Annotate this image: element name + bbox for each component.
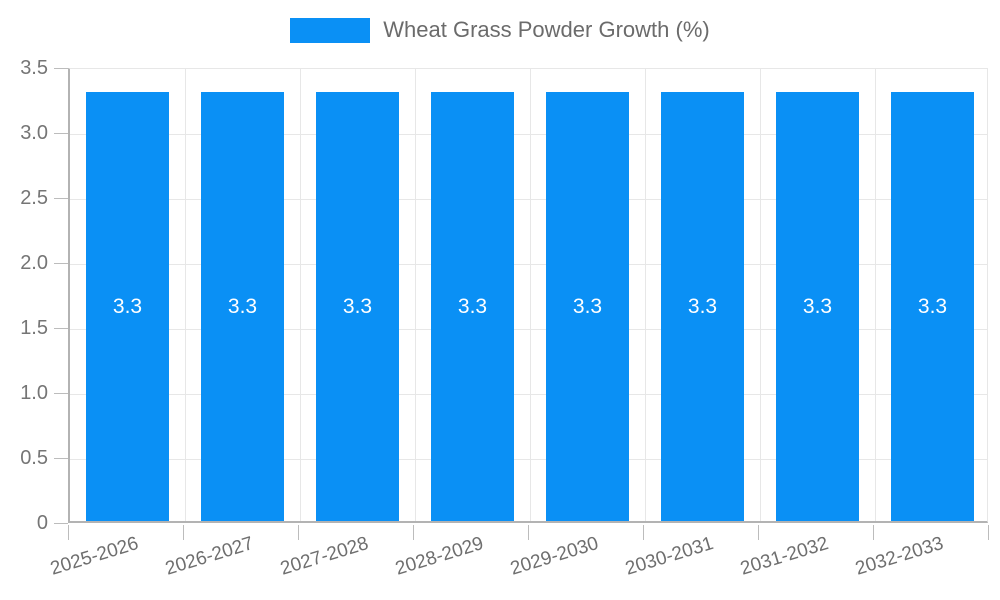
x-axis-label: 2029-2030 — [508, 533, 602, 580]
h-gridline — [70, 459, 987, 460]
y-axis-label: 2.5 — [20, 187, 48, 209]
x-axis-label: 2025-2026 — [48, 533, 142, 580]
y-axis-label: 3.5 — [20, 57, 48, 79]
bar-value-label: 3.3 — [687, 294, 718, 318]
x-axis-tick — [68, 525, 69, 540]
y-axis-label: 3.0 — [20, 122, 48, 144]
x-axis-tick — [298, 525, 299, 540]
y-axis-label: 0 — [36, 512, 48, 534]
x-axis-tick — [413, 525, 414, 540]
bar-value-label: 3.3 — [342, 294, 373, 318]
x-axis-tick — [873, 525, 874, 540]
bar[interactable]: 3.3 — [546, 92, 629, 521]
bar-value-label: 3.3 — [917, 294, 948, 318]
bar[interactable]: 3.3 — [776, 92, 859, 521]
h-gridline — [70, 329, 987, 330]
bar[interactable]: 3.3 — [431, 92, 514, 521]
x-axis-label: 2031-2032 — [738, 533, 832, 580]
x-axis-label: 2028-2029 — [393, 533, 487, 580]
y-axis-tick — [54, 458, 68, 459]
x-axis-label: 2030-2031 — [623, 533, 717, 580]
bar[interactable]: 3.3 — [891, 92, 974, 521]
y-axis-tick — [54, 133, 68, 134]
y-axis-label: 1.5 — [20, 317, 48, 339]
legend[interactable]: Wheat Grass Powder Growth (%) — [0, 17, 1000, 43]
y-axis-tick — [54, 393, 68, 394]
bar[interactable]: 3.3 — [661, 92, 744, 521]
bar[interactable]: 3.3 — [201, 92, 284, 521]
bar[interactable]: 3.3 — [316, 92, 399, 521]
v-gridline — [875, 69, 876, 521]
bar-value-label: 3.3 — [112, 294, 143, 318]
x-axis-tick — [643, 525, 644, 540]
y-axis-tick — [54, 523, 68, 524]
h-gridline — [70, 264, 987, 265]
y-axis-tick — [54, 328, 68, 329]
plot-area: 3.3 3.3 3.3 3.3 3.3 3.3 3.3 3.3 — [68, 68, 988, 523]
legend-label: Wheat Grass Powder Growth (%) — [383, 17, 710, 42]
y-axis-tick — [54, 263, 68, 264]
x-axis-tick — [183, 525, 184, 540]
bar-value-label: 3.3 — [457, 294, 488, 318]
v-gridline — [415, 69, 416, 521]
bar-value-label: 3.3 — [802, 294, 833, 318]
y-axis-label: 2.0 — [20, 252, 48, 274]
y-axis-label: 1.0 — [20, 382, 48, 404]
h-gridline — [70, 134, 987, 135]
legend-swatch-icon — [290, 17, 371, 43]
x-axis-tick — [758, 525, 759, 540]
v-gridline — [760, 69, 761, 521]
x-axis-label: 2027-2028 — [278, 533, 372, 580]
h-gridline — [70, 199, 987, 200]
x-axis-tick — [528, 525, 529, 540]
x-axis-tick — [988, 525, 989, 540]
y-axis-tick — [54, 68, 68, 69]
v-gridline — [530, 69, 531, 521]
x-axis-label: 2032-2033 — [853, 533, 947, 580]
bar-value-label: 3.3 — [572, 294, 603, 318]
v-gridline — [645, 69, 646, 521]
bar-value-label: 3.3 — [227, 294, 258, 318]
y-axis-tick — [54, 198, 68, 199]
h-gridline — [70, 394, 987, 395]
x-axis-label: 2026-2027 — [163, 533, 257, 580]
v-gridline — [185, 69, 186, 521]
y-axis-label: 0.5 — [20, 447, 48, 469]
v-gridline — [300, 69, 301, 521]
bar[interactable]: 3.3 — [86, 92, 169, 521]
